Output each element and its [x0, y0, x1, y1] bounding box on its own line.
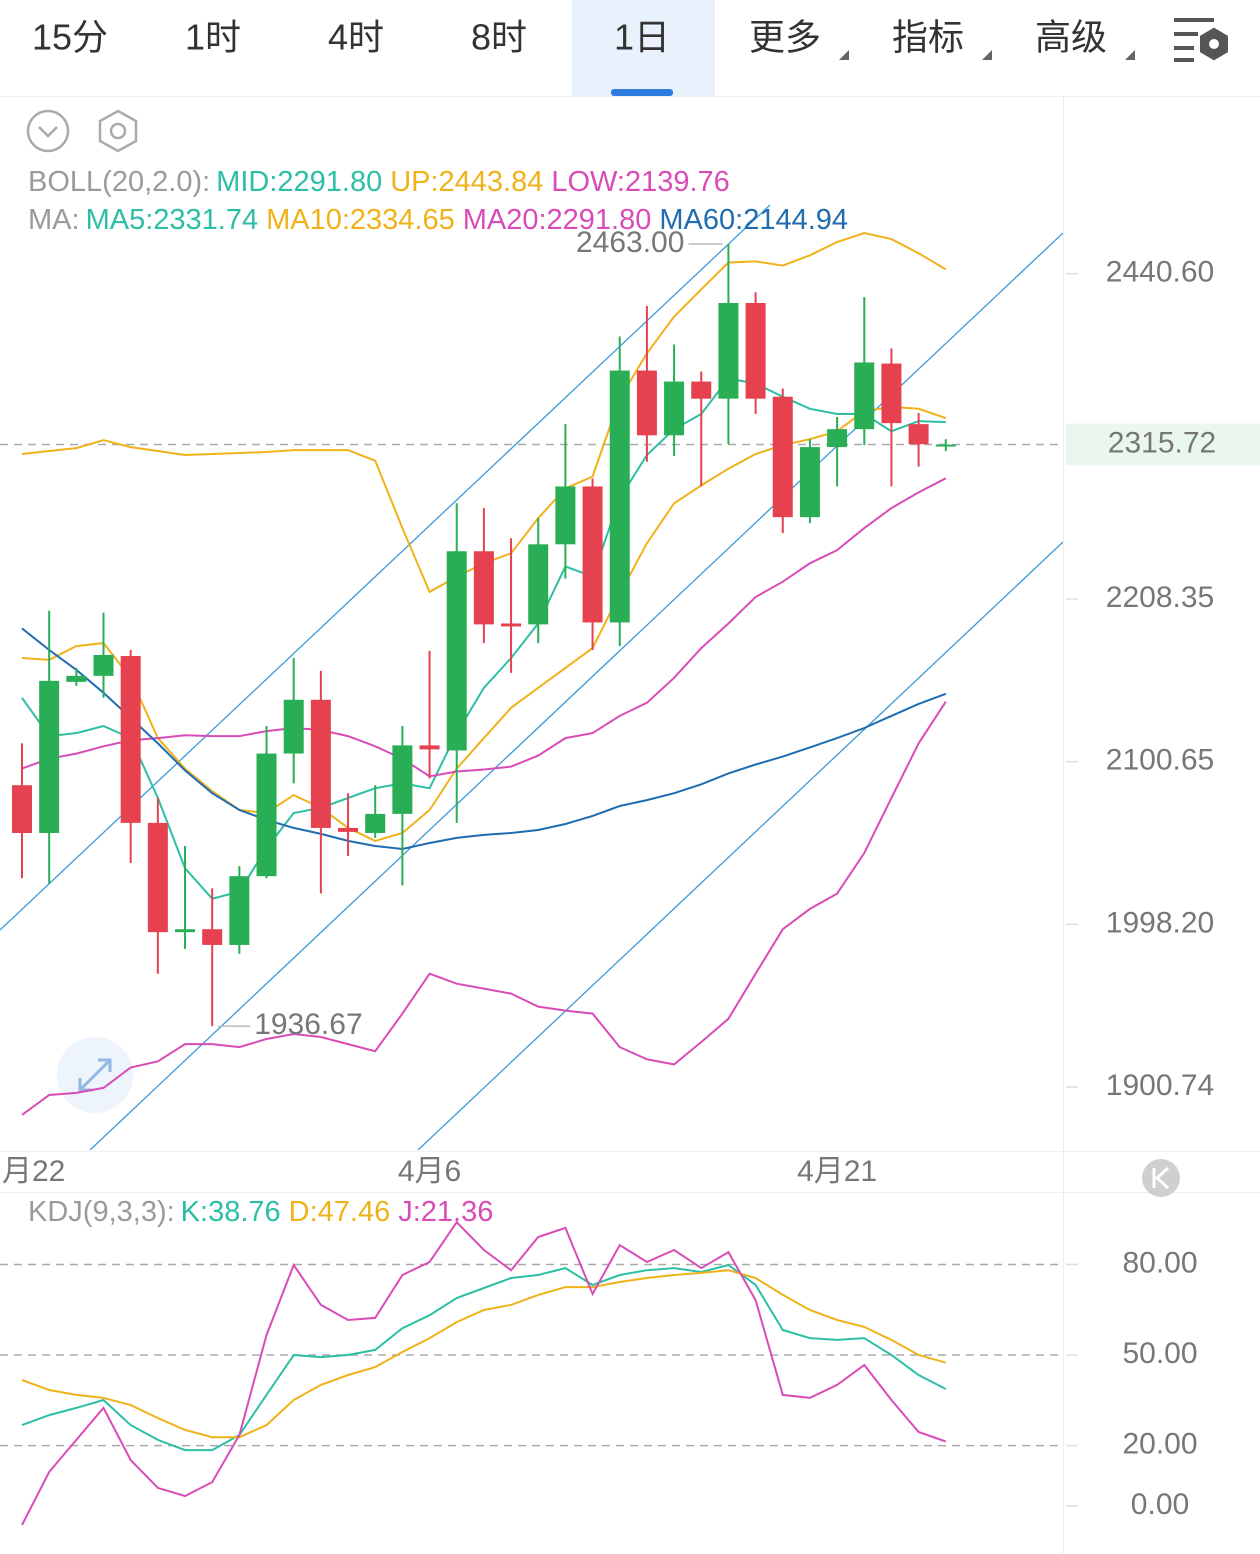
candle-body	[229, 876, 250, 945]
candle-body	[772, 396, 793, 518]
legend-title: KDJ(9,3,3):	[28, 1196, 175, 1228]
candle-body	[528, 544, 549, 625]
candle-body	[12, 785, 32, 833]
collapse-icon[interactable]	[26, 109, 70, 153]
candle-body	[745, 302, 766, 399]
candle-body	[419, 745, 440, 750]
y-tick-label: 20.00	[1122, 1428, 1197, 1461]
legend-item: LOW:2139.76	[551, 166, 729, 198]
candle-body	[93, 654, 114, 676]
y-tick-label: 2208.35	[1106, 581, 1214, 614]
legend-item: UP:2443.84	[390, 166, 543, 198]
candle-body	[718, 302, 739, 399]
y-tick-label: 2100.65	[1106, 744, 1214, 777]
candle-body	[854, 362, 875, 430]
legend-title: BOLL(20,2.0):	[28, 166, 210, 198]
candle-body	[120, 656, 141, 823]
candle-body	[827, 429, 848, 448]
indicator-line	[21, 1220, 947, 1526]
candle-body	[446, 551, 467, 751]
candle-body	[202, 929, 223, 945]
candle-body	[283, 699, 304, 754]
legend: BOLL(20,2.0): MID:2291.80 UP:2443.84 LOW:21…	[28, 166, 730, 198]
candle-body	[609, 370, 630, 623]
plot	[12, 231, 956, 1116]
reset-icon[interactable]	[1142, 1159, 1180, 1197]
last-price-box	[1066, 423, 1260, 466]
plot	[21, 1220, 947, 1526]
legend-item: K:38.76	[181, 1196, 281, 1228]
y-tick-label: 2440.60	[1106, 256, 1214, 289]
settings-icon[interactable]	[1174, 18, 1228, 62]
legend: MA: MA5:2331.74 MA10:2334.65 MA20:2291.80 MA…	[28, 204, 848, 236]
legend-item: J:21.36	[398, 1196, 493, 1228]
tab[interactable]: 8时	[471, 17, 527, 58]
candle-body	[881, 363, 902, 424]
menu-caret	[1125, 50, 1135, 60]
candle-body	[636, 370, 657, 436]
tab[interactable]: 指标	[892, 17, 964, 58]
candle-body	[555, 486, 576, 545]
candle-body	[39, 680, 60, 833]
tab[interactable]: 4时	[328, 17, 384, 58]
indicator-line	[21, 477, 947, 778]
candle-body	[175, 929, 196, 933]
y-tick-label: 1998.20	[1106, 906, 1214, 939]
y-tick-label: 0.00	[1131, 1488, 1189, 1521]
last-price-label: 2315.72	[1108, 426, 1216, 459]
candle-body	[338, 827, 359, 832]
legend-item: D:47.46	[289, 1196, 391, 1228]
menu-caret	[982, 50, 992, 60]
max-label: 2463.00	[576, 226, 684, 259]
candle-body	[66, 675, 87, 682]
x-tick-label: 4月21	[797, 1155, 877, 1188]
candle-body	[582, 486, 603, 623]
candle-body	[799, 447, 820, 518]
x-tick-label: 4月6	[398, 1155, 461, 1188]
candle-body	[256, 753, 277, 877]
candle-body	[365, 813, 386, 833]
active-tab-indicator	[611, 89, 673, 96]
legend: KDJ(9,3,3): K:38.76 D:47.46 J:21.36	[28, 1196, 493, 1228]
tab[interactable]: 1日	[614, 17, 670, 58]
settings-hex-icon[interactable]	[98, 109, 138, 153]
active-tab-bg	[572, 0, 715, 96]
y-tick-label: 50.00	[1122, 1337, 1197, 1370]
candle-body	[908, 424, 929, 445]
candle-body	[392, 745, 413, 814]
indicator-line	[21, 1263, 947, 1452]
y-tick-label: 80.00	[1122, 1246, 1197, 1279]
candle-body	[501, 623, 522, 627]
candle-body	[691, 381, 712, 399]
candle-body	[935, 444, 956, 447]
legend-item: MID:2291.80	[216, 166, 382, 198]
tab-bar: 15分 1时 4时 8时 1日 更多 指标 高级	[32, 0, 1135, 96]
legend-item: MA20:2291.80	[463, 204, 652, 236]
min-label: 1936.67	[254, 1008, 362, 1041]
y-tick-label: 1900.74	[1106, 1069, 1214, 1102]
menu-caret	[839, 50, 849, 60]
indicator-line	[21, 1269, 947, 1439]
x-tick-label: 月22	[2, 1155, 65, 1188]
tab[interactable]: 15分	[32, 17, 108, 58]
candle-body	[310, 699, 331, 828]
tab[interactable]: 1时	[185, 17, 241, 58]
price-chart: 2440.60 2208.35 2100.65 1998.20 1900.74 2315.…	[0, 166, 1260, 1188]
kdj-chart: 80.00 50.00 20.00 0.00 KDJ(9,3,3): K:38.76 D:4…	[0, 1196, 1198, 1526]
indicator-line	[21, 701, 947, 1116]
candle-body	[664, 381, 685, 436]
candle-body	[147, 822, 168, 933]
indicator-line	[21, 627, 947, 851]
legend-item: MA5:2331.74	[86, 204, 259, 236]
candle-body	[473, 551, 494, 625]
legend-item: MA60:2144.94	[659, 204, 848, 236]
legend-title: MA:	[28, 204, 80, 236]
tab[interactable]: 更多	[749, 17, 821, 58]
legend-item: MA10:2334.65	[266, 204, 455, 236]
tab[interactable]: 高级	[1035, 17, 1107, 58]
